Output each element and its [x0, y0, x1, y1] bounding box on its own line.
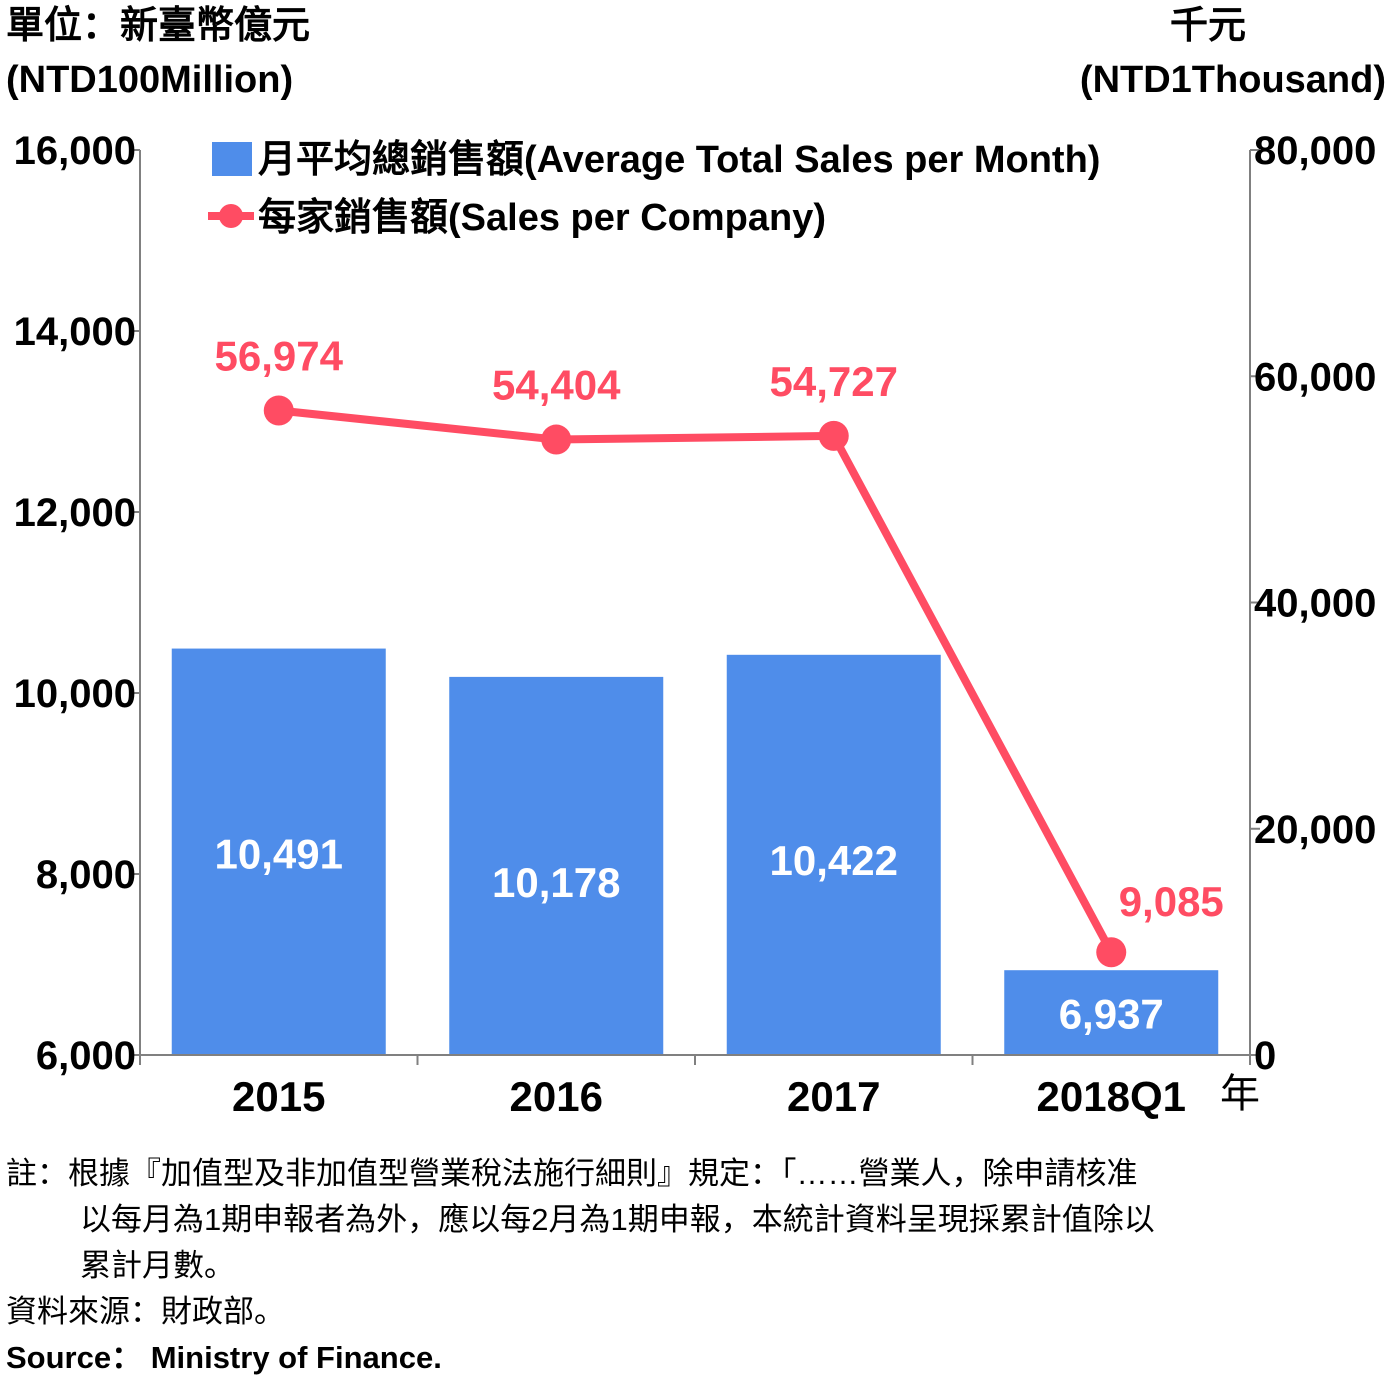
company-sales-point-2018Q1 — [1096, 937, 1127, 968]
legend-bar-swatch — [212, 142, 252, 176]
right-axis-tick-label: 0 — [1254, 1034, 1276, 1078]
bar-value-label: 10,491 — [215, 831, 343, 878]
source-zh: 資料來源：財政部。 — [6, 1294, 285, 1329]
x-category-label: 2017 — [787, 1073, 880, 1120]
bar-2018Q1 — [1004, 970, 1219, 1055]
company-sales-value-label: 54,404 — [492, 362, 621, 409]
x-category-label: 2018Q1 — [1037, 1073, 1186, 1120]
left-axis-tick-label: 12,000 — [14, 491, 136, 535]
x-category-label: 2016 — [510, 1073, 603, 1120]
right-unit-en: (NTD1Thousand) — [1079, 59, 1386, 101]
bar-2017 — [726, 654, 941, 1055]
footnote-line-1: 註：根據『加值型及非加值型營業稅法施行細則』規定：「……營業人，除申請核准 — [6, 1156, 1138, 1191]
legend-line-label: 每家銷售額(Sales per Company) — [258, 197, 826, 239]
bar-2015 — [171, 648, 386, 1055]
right-axis-tick-label: 20,000 — [1254, 808, 1376, 852]
company-sales-point-2016 — [541, 424, 572, 455]
bar-value-label: 6,937 — [1059, 991, 1164, 1038]
left-unit-zh: 單位：新臺幣億元 — [6, 5, 311, 47]
x-axis-unit-label: 年 — [1220, 1072, 1260, 1116]
right-axis-tick-label: 60,000 — [1254, 355, 1376, 399]
company-sales-value-label: 54,727 — [770, 358, 898, 405]
right-unit-zh: 千元 — [1169, 5, 1246, 47]
company-sales-point-2017 — [818, 420, 849, 451]
company-sales-value-label: 56,974 — [215, 332, 344, 379]
company-sales-line — [278, 406, 1115, 955]
left-axis-tick-label: 6,000 — [36, 1034, 136, 1078]
right-axis-tick-label: 40,000 — [1254, 582, 1376, 626]
left-axis-tick-label: 8,000 — [36, 853, 136, 897]
right-axis-unit: 千元 (NTD1Thousand) — [1080, 2, 1386, 104]
left-axis-unit: 單位：新臺幣億元 (NTD100Million) — [6, 2, 310, 104]
company-sales-value-label: 9,085 — [1119, 878, 1224, 925]
legend-bar-label: 月平均總銷售額(Average Total Sales per Month) — [258, 139, 1100, 181]
footnote-line-2: 以每月為1期申報者為外，應以每2月為1期申報，本統計資料呈現採累計值除以 — [80, 1202, 1155, 1237]
bar-value-label: 10,422 — [770, 837, 898, 884]
source-en: Source： Ministry of Finance. — [6, 1340, 442, 1375]
bar-2016 — [449, 676, 664, 1055]
right-axis-tick-label: 80,000 — [1254, 129, 1376, 173]
left-axis-tick-label: 16,000 — [14, 129, 136, 173]
x-category-label: 2015 — [232, 1073, 325, 1120]
footnote-line-3: 累計月數。 — [80, 1248, 235, 1283]
bar-value-label: 10,178 — [492, 859, 620, 906]
left-axis-tick-label: 10,000 — [14, 672, 136, 716]
sales-chart: 10,491 10,178 10,422 6,937 6,000 8,000 10,000 1… — [14, 129, 1377, 1120]
legend-line-marker — [219, 204, 243, 228]
company-sales-point-2015 — [263, 395, 294, 426]
left-unit-en: (NTD100Million) — [6, 59, 294, 101]
left-axis-tick-label: 14,000 — [14, 310, 136, 354]
